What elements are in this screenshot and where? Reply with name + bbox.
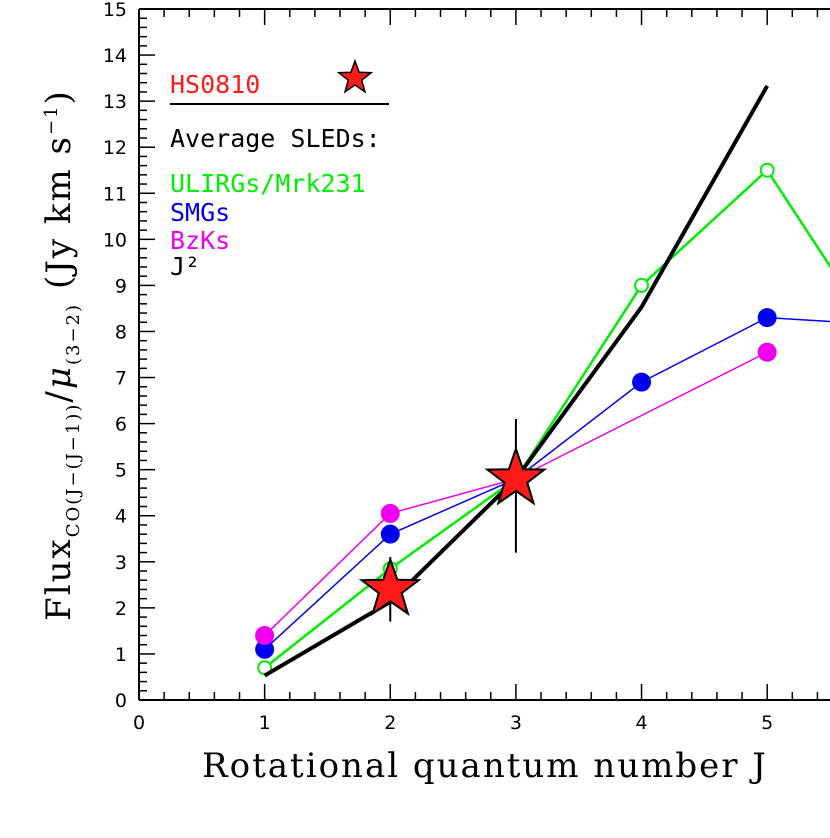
- y-tick-label: 10: [103, 229, 127, 251]
- series-line-2: [264, 351, 768, 637]
- series-point-2: [255, 626, 275, 646]
- y-tick-label: 4: [115, 506, 127, 528]
- svg-text:FluxCO(J−(J−1))/μ(3−2)(Jy km s: FluxCO(J−(J−1))/μ(3−2) (Jy km s−1): [39, 89, 84, 621]
- legend-entry-bzks: BzKs: [170, 226, 230, 255]
- y-tick-label: 2: [115, 598, 127, 620]
- x-tick-label: 1: [259, 712, 271, 734]
- series-line-1: [264, 316, 830, 650]
- y-tick-label: 6: [115, 414, 127, 436]
- series-point-1: [255, 639, 275, 659]
- y-tick-label: 15: [103, 0, 127, 21]
- y-tick-label: 12: [103, 137, 127, 159]
- x-tick-label: 3: [510, 712, 522, 734]
- series-point-1: [632, 372, 652, 392]
- hs0810-points: [358, 418, 548, 622]
- series-point-0: [759, 162, 775, 178]
- legend-entry-smgs: SMGs: [170, 198, 230, 227]
- y-tick-label: 0: [115, 690, 127, 712]
- series-point-2: [757, 342, 777, 362]
- plot-axes: [138, 8, 830, 701]
- series-line-0: [263, 168, 830, 669]
- x-tick-label: 2: [384, 712, 396, 734]
- legend-target-label: HS0810: [170, 70, 260, 99]
- y-title-sub2: (3−2): [63, 303, 84, 365]
- y-tick-label: 13: [103, 91, 127, 113]
- legend-entry-ulirgs: ULIRGs/Mrk231: [170, 169, 366, 198]
- y-tick-label: 3: [115, 552, 127, 574]
- series-point-0: [634, 277, 650, 293]
- legend-heading: Average SLEDs:: [170, 124, 381, 153]
- y-tick-label: 14: [103, 45, 127, 67]
- x-tick-labels: 0 1 2 3 4 5: [133, 712, 773, 734]
- y-title-units: (Jy km s: [39, 135, 79, 289]
- y-title-mu: μ: [39, 365, 79, 389]
- hs0810-star-point: [358, 556, 422, 617]
- hs0810-star-point: [484, 445, 548, 506]
- y-tick-label: 11: [103, 183, 127, 205]
- series-point-1: [757, 308, 777, 328]
- y-title-sub1: CO(J−(J−1)): [63, 403, 84, 538]
- y-title-slash: /: [39, 389, 79, 402]
- y-tick-label: 5: [115, 460, 127, 482]
- y-tick-label: 9: [115, 275, 127, 297]
- y-axis-title: FluxCO(J−(J−1))/μ(3−2) (Jy km s−1): [39, 89, 84, 621]
- y-title-units-exp: −1: [41, 104, 62, 135]
- y-title-prefix: Flux: [39, 537, 79, 621]
- x-axis-title: Rotational quantum number J: [202, 746, 768, 786]
- y-tick-label: 1: [115, 644, 127, 666]
- legend: HS0810 Average SLEDs: ULIRGs/Mrk231 SMGs…: [170, 58, 389, 281]
- y-tick-label: 7: [115, 368, 127, 390]
- y-tick-label: 8: [115, 321, 127, 343]
- x-tick-label: 4: [635, 712, 647, 734]
- series-point-1: [380, 524, 400, 544]
- x-tick-label: 5: [761, 712, 773, 734]
- series-point-2: [380, 503, 400, 523]
- y-title-units-close: ): [39, 89, 79, 104]
- x-tick-label: 0: [133, 712, 145, 734]
- legend-entry-j2: J²: [170, 252, 200, 281]
- legend-star-icon: [336, 58, 374, 94]
- star-icon: [336, 58, 374, 94]
